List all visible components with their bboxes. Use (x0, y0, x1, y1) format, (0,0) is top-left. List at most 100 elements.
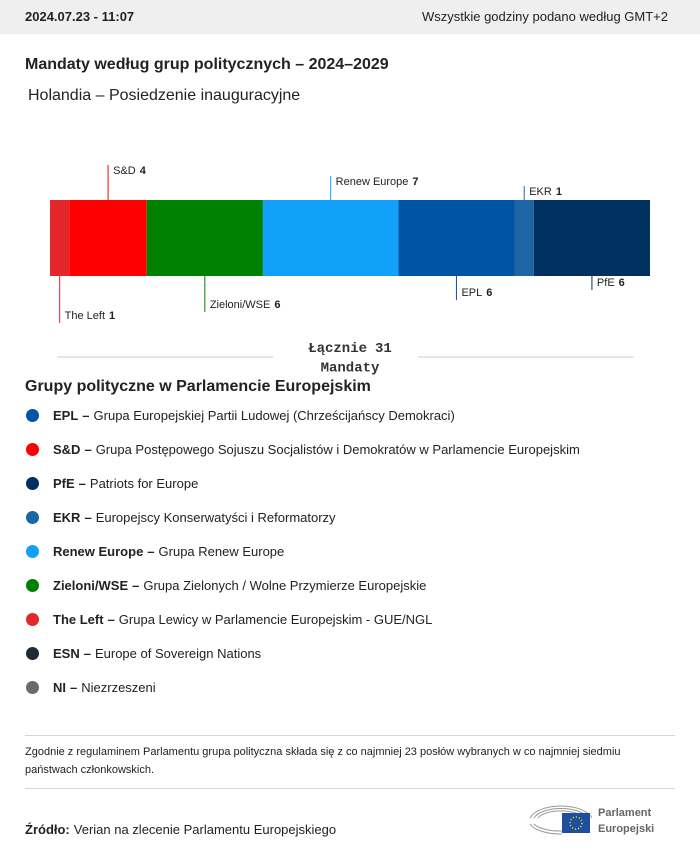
segment-value: 6 (274, 299, 280, 311)
legend-item: EKR – Europejscy Konserwatyści i Reformato… (53, 510, 336, 525)
legend-item: The Left – Grupa Lewicy w Parlamencie Euro… (53, 612, 432, 627)
legend-abbr: ESN – (53, 646, 91, 661)
segment-name: EPL (461, 287, 482, 299)
legend-description: Grupa Postępowego Sojuszu Socjalistów i … (95, 442, 580, 457)
legend-abbr-text: S&D (53, 442, 81, 457)
legend-description: Grupa Lewicy w Parlamencie Europejskim -… (118, 612, 433, 627)
legend-abbr: EPL – (53, 408, 90, 423)
legend-description: Niezrzeszeni (81, 680, 156, 695)
legend-marker (26, 681, 39, 694)
timestamp: 2024.07.23 - 11:07 (25, 9, 135, 24)
legend-abbr: S&D – (53, 442, 92, 457)
legend-separator: – (132, 578, 140, 593)
legend-item: Renew Europe – Grupa Renew Europe (53, 544, 284, 559)
bar-segment (146, 200, 263, 276)
legend-abbr: PfE – (53, 476, 86, 491)
total-label: Łącznie (308, 341, 367, 357)
divider (25, 735, 675, 736)
bar-segment (514, 200, 534, 276)
bar-segment (533, 200, 650, 276)
legend-abbr: NI – (53, 680, 77, 695)
timezone-note: Wszystkie godziny podano według GMT+2 (421, 9, 668, 24)
legend-abbr-text: ESN (53, 646, 80, 661)
legend-marker (26, 409, 39, 422)
legend-separator: – (147, 544, 155, 559)
segment-name: Renew Europe (336, 176, 409, 188)
segment-label: The Left 1 (65, 310, 115, 322)
legend-description: Europejscy Konserwatyści i Reformatorzy (95, 510, 336, 525)
legend-marker (26, 579, 39, 592)
legend-abbr-text: EKR (53, 510, 81, 525)
legend-description: Europe of Sovereign Nations (94, 646, 262, 661)
total: Łącznie 31 (308, 341, 392, 357)
legend-item: EPL – Grupa Europejskiej Partii Ludowej (C… (53, 408, 455, 423)
bar-segment (69, 200, 147, 276)
legend-separator: – (78, 476, 86, 491)
logo-line1: Parlament (598, 807, 652, 819)
total-value: 31 (375, 341, 392, 357)
legend-item: NI – Niezrzeszeni (53, 680, 156, 695)
bar-segment (262, 200, 399, 276)
legend-separator: – (83, 646, 91, 661)
segment-name: S&D (113, 165, 136, 177)
legend-abbr: Zieloni/WSE – (53, 578, 139, 593)
segment-value: 1 (556, 186, 562, 198)
segment-label: S&D 4 (113, 165, 147, 177)
legend-description: Patriots for Europe (89, 476, 199, 491)
chart: The Left 1 S&D 4 Zieloni/WSE 6 Renew Europe 7 EP… (50, 165, 650, 377)
logo-line2: Europejski (598, 823, 654, 835)
segment-name: PfE (597, 277, 615, 289)
legend-abbr-text: NI (53, 680, 66, 695)
divider (25, 788, 675, 789)
legend-item: PfE – Patriots for Europe (53, 476, 198, 491)
legend-marker (26, 545, 39, 558)
legend-abbr: Renew Europe – (53, 544, 155, 559)
segment-label: Renew Europe 7 (336, 176, 419, 188)
segment-name: EKR (529, 186, 552, 198)
legend-separator: – (107, 612, 115, 627)
logo: Parlament Europejski (529, 805, 654, 835)
segment-value: 6 (486, 287, 492, 299)
legend-abbr-text: Renew Europe (53, 544, 144, 559)
legend-description: Grupa Zielonych / Wolne Przymierze Europ… (143, 578, 427, 593)
header-bar (0, 0, 700, 34)
footnote: Zgodnie z regulaminem Parlamentu grupa p… (25, 746, 621, 776)
source-text: Verian na zlecenie Parlamentu Europejski… (73, 822, 337, 837)
legend-description: Grupa Renew Europe (158, 544, 285, 559)
segment-label: EKR 1 (529, 186, 562, 198)
legend-item: S&D – Grupa Postępowego Sojuszu Socjalistó… (53, 442, 580, 457)
chart-subtitle: Holandia – Posiedzenie inauguracyjne (28, 87, 301, 104)
legend-title: Grupy polityczne w Parlamencie Europejsk… (25, 378, 371, 395)
chart-title: Mandaty według grup politycznych – 2024–… (25, 56, 389, 73)
legend-abbr-text: PfE (53, 476, 75, 491)
legend-abbr: The Left – (53, 612, 115, 627)
legend-description: Grupa Europejskiej Partii Ludowej (Chrze… (93, 408, 455, 423)
legend-marker (26, 511, 39, 524)
legend-separator: – (70, 680, 78, 695)
segment-value: 7 (412, 176, 418, 188)
legend-item: ESN – Europe of Sovereign Nations (53, 646, 261, 661)
segment-name: The Left (65, 310, 105, 322)
legend-marker (26, 647, 39, 660)
source: Źródło: Verian na zlecenie Parlamentu Eur… (25, 822, 336, 837)
legend-marker (26, 477, 39, 490)
source-label: Źródło: (25, 822, 70, 837)
legend-item: Zieloni/WSE – Grupa Zielonych / Wolne Przy… (53, 578, 426, 593)
segment-value: 4 (140, 165, 147, 177)
legend-separator: – (84, 442, 92, 457)
total-unit: Mandaty (321, 361, 380, 377)
legend-marker (26, 443, 39, 456)
segment-value: 6 (619, 277, 625, 289)
legend-separator: – (82, 408, 90, 423)
legend-abbr-text: Zieloni/WSE (53, 578, 129, 593)
legend-abbr: EKR – (53, 510, 92, 525)
segment-label: Zieloni/WSE 6 (210, 299, 281, 311)
segment-value: 1 (109, 310, 115, 322)
legend-abbr-text: EPL (53, 408, 79, 423)
legend-marker (26, 613, 39, 626)
bar-segment (50, 200, 70, 276)
segment-label: EPL 6 (461, 287, 492, 299)
legend-abbr-text: The Left (53, 612, 104, 627)
segment-label: PfE 6 (597, 277, 625, 289)
